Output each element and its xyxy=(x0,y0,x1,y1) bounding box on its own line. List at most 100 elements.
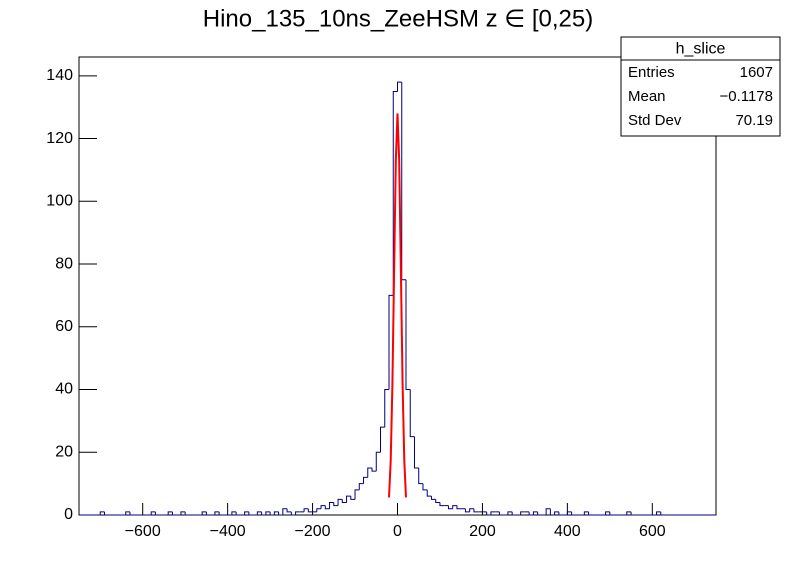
bin xyxy=(371,467,377,472)
x-tick-label: 200 xyxy=(469,523,496,540)
bin xyxy=(303,508,309,512)
bin xyxy=(418,467,423,485)
bin xyxy=(583,511,589,515)
y-tick-label: 40 xyxy=(55,381,73,398)
bin xyxy=(507,511,513,515)
y-tick-label: 120 xyxy=(46,130,73,147)
stats-title: h_slice xyxy=(676,41,726,58)
bin xyxy=(498,511,504,516)
bin xyxy=(125,511,130,515)
bin xyxy=(397,81,402,92)
bin xyxy=(435,499,440,503)
bin xyxy=(656,511,661,515)
bin xyxy=(261,511,266,516)
stats-value: 1607 xyxy=(740,64,773,81)
bin xyxy=(566,511,572,515)
bin xyxy=(605,511,610,515)
bin xyxy=(354,489,360,500)
bin xyxy=(532,511,538,515)
bin xyxy=(231,511,237,515)
bin xyxy=(554,511,559,515)
bin xyxy=(282,508,288,515)
bin xyxy=(307,508,313,513)
bin xyxy=(520,511,525,515)
stats-value: −0.1178 xyxy=(719,88,773,105)
bin xyxy=(341,499,347,503)
bin xyxy=(545,508,551,515)
bin xyxy=(329,501,334,509)
bin xyxy=(626,511,632,515)
bin xyxy=(392,91,398,296)
bin xyxy=(184,511,190,516)
bin xyxy=(430,496,436,500)
bin xyxy=(469,508,474,512)
bin xyxy=(154,511,160,516)
y-tick-label: 60 xyxy=(55,318,73,335)
y-tick-label: 20 xyxy=(55,443,73,460)
bin xyxy=(456,505,462,510)
bin xyxy=(218,511,224,516)
stats-box xyxy=(620,36,781,137)
bin xyxy=(388,294,394,390)
stats-value: 70.19 xyxy=(735,112,773,129)
bin xyxy=(103,511,109,516)
bin xyxy=(290,511,296,516)
y-tick-label: 0 xyxy=(64,506,73,523)
bin xyxy=(295,511,300,515)
bin xyxy=(171,511,177,516)
bin xyxy=(384,389,390,428)
bin xyxy=(278,511,283,516)
bin xyxy=(490,511,496,515)
bin xyxy=(439,502,445,507)
bin xyxy=(473,508,479,513)
bin xyxy=(248,511,254,516)
bin xyxy=(537,511,542,516)
x-tick-label: −400 xyxy=(210,523,246,540)
bin xyxy=(558,511,564,516)
bin xyxy=(269,511,275,516)
bin xyxy=(273,511,279,515)
bin xyxy=(265,511,271,515)
bin xyxy=(588,511,593,516)
bin xyxy=(337,498,343,506)
bin xyxy=(511,511,517,516)
bin xyxy=(660,511,666,516)
bin xyxy=(375,451,381,472)
fit-line xyxy=(388,113,407,498)
stats-label: Mean xyxy=(628,88,666,105)
bin xyxy=(316,508,322,512)
bin xyxy=(350,496,356,500)
bin xyxy=(99,511,105,515)
bin xyxy=(363,476,368,484)
x-tick-label: 400 xyxy=(554,523,581,540)
bin xyxy=(256,511,262,515)
bin xyxy=(129,511,135,516)
bin xyxy=(609,511,615,516)
bin xyxy=(346,495,351,503)
x-tick-label: 0 xyxy=(393,523,402,540)
bin xyxy=(486,511,491,516)
bin xyxy=(358,483,364,490)
x-tick-label: −600 xyxy=(125,523,161,540)
bin xyxy=(324,505,330,510)
bin xyxy=(528,511,534,516)
bin xyxy=(214,511,220,515)
x-tick-label: −200 xyxy=(295,523,331,540)
bin xyxy=(320,505,326,509)
bin xyxy=(422,483,428,491)
bin xyxy=(549,508,555,516)
stats-label: Entries xyxy=(628,64,675,81)
bin xyxy=(447,505,453,510)
y-tick-label: 80 xyxy=(55,255,73,272)
bin xyxy=(413,436,419,469)
y-tick-label: 140 xyxy=(46,67,73,84)
bin xyxy=(244,511,249,515)
bin xyxy=(286,508,292,513)
chart-title: Hino_135_10ns_ZeeHSM z ∈ [0,25) xyxy=(203,5,593,32)
x-tick-label: 600 xyxy=(639,523,666,540)
bin xyxy=(452,505,457,509)
bin xyxy=(367,467,373,478)
bin xyxy=(180,511,186,515)
bin xyxy=(630,511,636,516)
